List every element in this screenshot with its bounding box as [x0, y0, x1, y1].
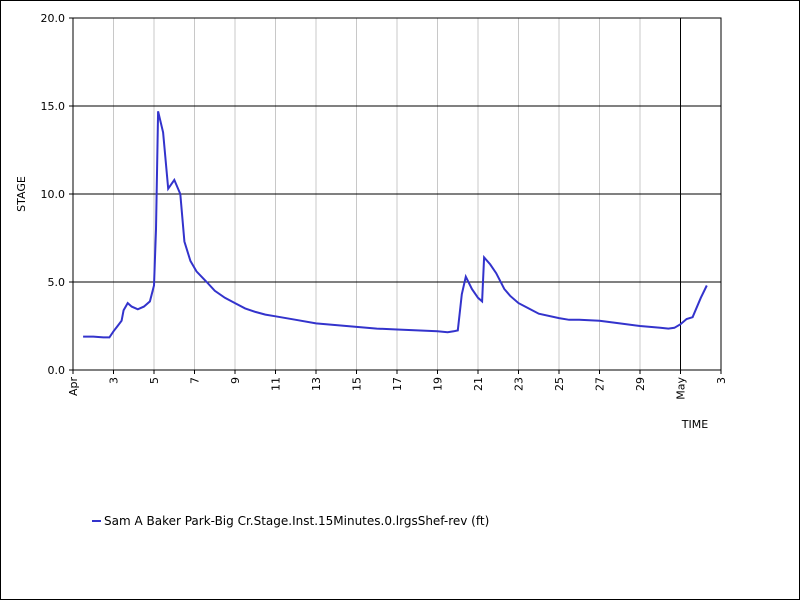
- x-axis-title: TIME: [681, 418, 708, 431]
- x-tick-label: May: [675, 377, 688, 400]
- y-tick-label: 10.0: [41, 188, 66, 201]
- y-tick-label: 5.0: [48, 276, 66, 289]
- x-tick-label: 13: [310, 377, 323, 391]
- x-axis-ticks: Apr 3 5 7 9 11 13 15 17 19 21 23 25 27 29 May 3: [67, 370, 728, 400]
- x-tick-label: 19: [432, 377, 445, 391]
- x-tick-label: 9: [229, 377, 242, 384]
- x-tick-label: 23: [513, 377, 526, 391]
- x-tick-label: Apr: [67, 377, 80, 397]
- x-tick-label: 17: [391, 377, 404, 391]
- y-axis-ticks: 0.0 5.0 10.0 15.0 20.0: [41, 12, 73, 377]
- x-tick-label: 15: [351, 377, 364, 391]
- legend: Sam A Baker Park-Big Cr.Stage.Inst.15Min…: [92, 514, 489, 528]
- legend-label: Sam A Baker Park-Big Cr.Stage.Inst.15Min…: [104, 514, 489, 528]
- y-tick-label: 20.0: [41, 12, 66, 25]
- x-tick-label: 11: [270, 377, 283, 391]
- x-tick-label: 5: [148, 377, 161, 384]
- x-tick-label: 3: [108, 377, 121, 384]
- x-tick-label: 27: [594, 377, 607, 391]
- x-tick-label: 25: [553, 377, 566, 391]
- x-tick-label: 21: [472, 377, 485, 391]
- series-line: [83, 111, 708, 339]
- grid: [73, 18, 721, 370]
- y-axis-title: STAGE: [15, 176, 28, 212]
- x-tick-label: 3: [715, 377, 728, 384]
- y-tick-label: 15.0: [41, 100, 66, 113]
- x-tick-label: 7: [189, 377, 202, 384]
- x-tick-label: 29: [634, 377, 647, 391]
- y-tick-label: 0.0: [48, 364, 66, 377]
